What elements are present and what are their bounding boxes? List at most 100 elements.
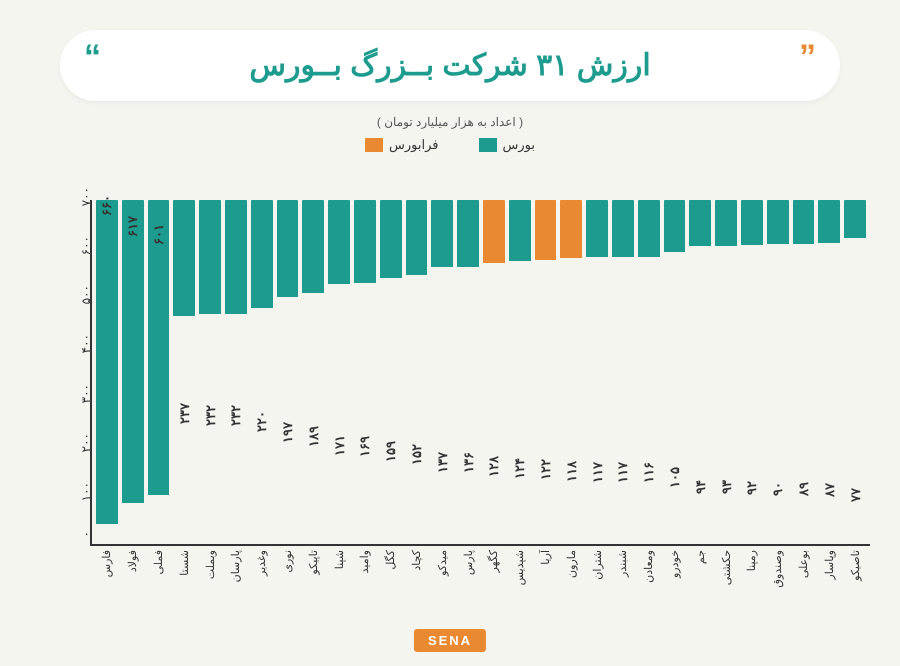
bar-category-label: تاپیکو	[307, 550, 320, 575]
bar-value-label: ۱۱۷	[615, 462, 630, 483]
legend-label-fara: فرابورس	[389, 137, 438, 153]
bar-category-label: رمپنا	[745, 550, 758, 571]
bar-slot: ۱۰۵خودرو	[664, 200, 686, 544]
legend-swatch-fara	[365, 138, 383, 152]
bar-category-label: کچاد	[410, 550, 423, 571]
bar-value-label: ۱۱۶	[641, 462, 656, 483]
bar-value-label: ۶۶۰	[99, 195, 114, 216]
bar-value-label: ۱۶۹	[357, 436, 372, 457]
bar-category-label: فارس	[100, 550, 113, 577]
bar	[741, 200, 763, 245]
bar	[844, 200, 866, 238]
y-axis-tick: ۶۰۰	[79, 236, 93, 270]
bar-value-label: ۲۳۲	[203, 405, 218, 426]
y-axis-tick: ۰	[79, 531, 93, 565]
chart-area: ۶۶۰فارس۶۱۷فولاد۶۰۱فملی۲۳۷شستا۲۳۲وبملت۲۳۲…	[50, 200, 870, 596]
bar-value-label: ۷۷	[848, 488, 863, 502]
bar	[406, 200, 428, 275]
chart-bars: ۶۶۰فارس۶۱۷فولاد۶۰۱فملی۲۳۷شستا۲۳۲وبملت۲۳۲…	[96, 200, 866, 544]
bar-category-label: بوعلی	[797, 550, 810, 578]
bar-slot: ۱۲۴شپدیس	[509, 200, 531, 544]
bar-category-label: پارس	[462, 550, 475, 575]
bar-value-label: ۸۷	[822, 483, 837, 497]
bar-category-label: وامید	[358, 550, 371, 573]
logo-badge: SENA	[414, 629, 486, 652]
infographic-container: ” ارزش ۳۱ شرکت بــزرگ بــورس “ ( اعداد ب…	[0, 30, 900, 666]
legend-label-bourse: بورس	[503, 137, 535, 153]
bar	[560, 200, 582, 258]
y-axis-tick: ۵۰۰	[79, 285, 93, 319]
bar-slot: ۱۹۷نوری	[277, 200, 299, 544]
bar	[793, 200, 815, 244]
bar-category-label: خودرو	[668, 550, 681, 578]
bar-value-label: ۱۹۷	[280, 422, 295, 443]
bar	[715, 200, 737, 246]
bar-value-label: ۲۳۲	[228, 405, 243, 426]
bar-slot: ۱۱۷شتران	[586, 200, 608, 544]
quote-right-icon: ”	[799, 38, 816, 77]
bar	[199, 200, 221, 314]
bar-slot: ۹۰وصندوق	[767, 200, 789, 544]
bar-value-label: ۹۳	[719, 480, 734, 494]
bar-category-label: حکشتی	[720, 550, 733, 585]
bar	[328, 200, 350, 284]
bar	[612, 200, 634, 257]
bar-category-label: نوری	[281, 550, 294, 573]
bar-slot: ۱۲۸کگهر	[483, 200, 505, 544]
bar-slot: ۱۱۷شبندر	[612, 200, 634, 544]
y-axis-tick: ۷۰۰	[79, 187, 93, 221]
bar-slot: ۲۳۲وبملت	[199, 200, 221, 544]
bar	[818, 200, 840, 243]
bar-slot: ۱۳۶پارس	[457, 200, 479, 544]
bar	[767, 200, 789, 244]
bar	[689, 200, 711, 246]
bar-slot: ۶۶۰فارس	[96, 200, 118, 544]
bar-category-label: وپاسار	[823, 550, 836, 580]
bar-slot: ۱۱۶ومعادن	[638, 200, 660, 544]
bar-slot: ۱۵۲کچاد	[406, 200, 428, 544]
bar	[173, 200, 195, 316]
title-band: ” ارزش ۳۱ شرکت بــزرگ بــورس “	[60, 30, 840, 101]
bar-slot: ۱۱۸مارون	[560, 200, 582, 544]
chart-plot: ۶۶۰فارس۶۱۷فولاد۶۰۱فملی۲۳۷شستا۲۳۲وبملت۲۳۲…	[90, 200, 870, 546]
bar-category-label: تاصیکو	[849, 550, 862, 581]
bar	[586, 200, 608, 257]
bar-value-label: ۱۲۴	[512, 458, 527, 479]
bar-slot: ۱۶۹وامید	[354, 200, 376, 544]
y-axis-tick: ۱۰۰	[79, 482, 93, 516]
bar	[380, 200, 402, 278]
chart-subtitle: ( اعداد به هزار میلیارد تومان )	[0, 115, 900, 129]
bar-slot: ۶۰۱فملی	[148, 200, 170, 544]
bar-category-label: کگل	[384, 550, 397, 570]
bar-category-label: وبملت	[204, 550, 217, 579]
bar-value-label: ۱۱۷	[590, 462, 605, 483]
legend-swatch-bourse	[479, 138, 497, 152]
chart-title: ارزش ۳۱ شرکت بــزرگ بــورس	[249, 48, 650, 83]
bar-value-label: ۹۰	[770, 482, 785, 496]
bar	[354, 200, 376, 283]
bar-value-label: ۱۵۲	[409, 444, 424, 465]
bar-value-label: ۹۲	[744, 481, 759, 495]
bar-category-label: شبندر	[616, 550, 629, 577]
bar-slot: ۹۲رمپنا	[741, 200, 763, 544]
bar-category-label: پارسان	[229, 550, 242, 582]
legend-item-fara: فرابورس	[365, 137, 438, 153]
bar-value-label: ۲۲۰	[254, 411, 269, 432]
bar-category-label: شپنا	[333, 550, 346, 569]
bar-slot: ۱۸۹تاپیکو	[302, 200, 324, 544]
bar-category-label: آریا	[539, 550, 552, 565]
bar-slot: ۱۳۷میدکو	[431, 200, 453, 544]
bar-value-label: ۱۲۸	[486, 456, 501, 477]
bar-value-label: ۱۰۵	[667, 467, 682, 488]
bar-slot: ۲۳۲پارسان	[225, 200, 247, 544]
bar-category-label: کگهر	[487, 550, 500, 572]
bar	[483, 200, 505, 263]
bar-category-label: فملی	[152, 550, 165, 574]
bar-category-label: میدکو	[436, 550, 449, 576]
bar-slot: ۸۷وپاسار	[818, 200, 840, 544]
bar	[302, 200, 324, 293]
bar-category-label: فولاد	[126, 550, 139, 572]
bar	[225, 200, 247, 314]
chart-legend: بورس فرابورس	[0, 137, 900, 153]
bar-value-label: ۶۰۱	[151, 224, 166, 245]
